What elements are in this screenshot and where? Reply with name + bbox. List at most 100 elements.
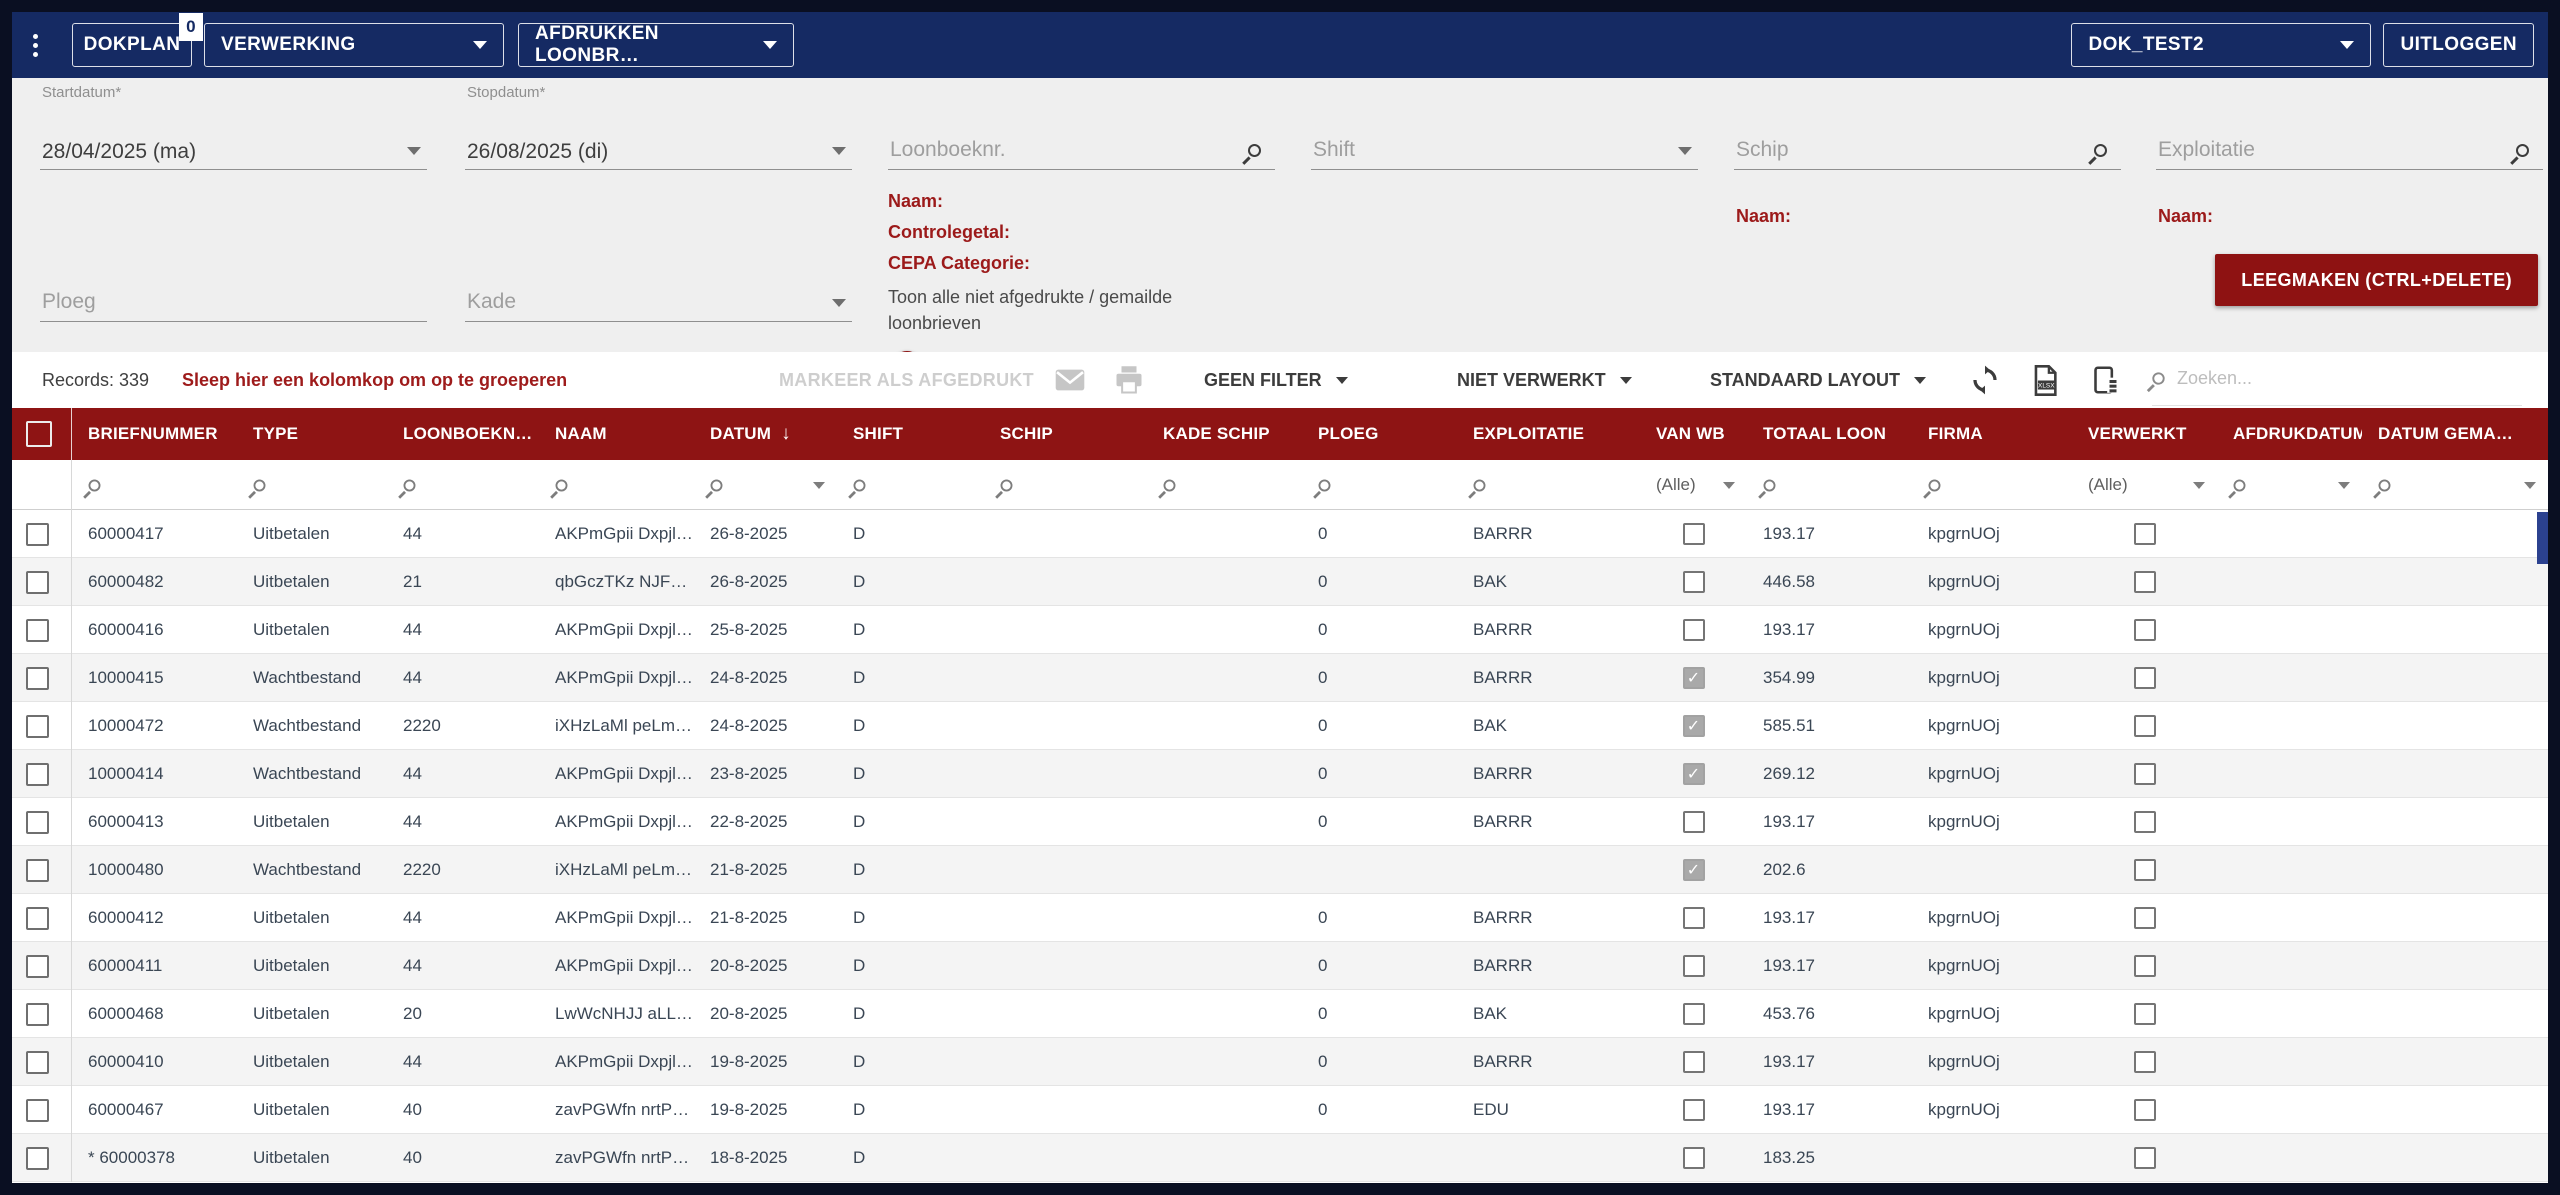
verwerkt-checkbox[interactable] <box>2134 811 2156 833</box>
vertical-scrollbar-thumb[interactable] <box>2537 512 2548 564</box>
shift-field[interactable]: Shift <box>1311 118 1698 170</box>
van_wb-checkbox[interactable] <box>1683 619 1705 641</box>
filter-cell-schip[interactable] <box>984 460 1147 510</box>
column-header-verwerkt[interactable]: VERWERKT <box>2072 424 2217 444</box>
search-icon[interactable] <box>1929 479 1941 491</box>
table-row[interactable]: 60000410Uitbetalen44AKPmGpii Dxpjlj…19-8… <box>12 1038 2548 1086</box>
row-checkbox[interactable] <box>26 907 49 930</box>
search-icon[interactable] <box>1319 479 1331 491</box>
module-dropdown[interactable]: VERWERKING <box>204 23 504 67</box>
table-row[interactable]: 10000414Wachtbestand44AKPmGpii Dxpjlj…23… <box>12 750 2548 798</box>
search-icon[interactable] <box>556 479 568 491</box>
search-icon[interactable] <box>1764 479 1776 491</box>
van_wb-checkbox[interactable] <box>1683 907 1705 929</box>
column-header-shift[interactable]: SHIFT <box>837 424 984 444</box>
search-icon[interactable] <box>1164 479 1176 491</box>
chevron-down-icon[interactable] <box>832 299 846 307</box>
row-checkbox[interactable] <box>26 859 49 882</box>
column-header-datum_gemaild[interactable]: DATUM GEMA… <box>2362 424 2548 444</box>
grid-search-input[interactable] <box>2177 368 2467 389</box>
filter-cell-loonboeknr[interactable] <box>387 460 539 510</box>
van_wb-checkbox[interactable] <box>1683 1051 1705 1073</box>
van_wb-checkbox[interactable] <box>1683 811 1705 833</box>
van_wb-checkbox[interactable]: ✓ <box>1683 715 1705 737</box>
verwerkt-checkbox[interactable] <box>2134 1099 2156 1121</box>
filter-cell-naam[interactable] <box>539 460 694 510</box>
search-icon[interactable] <box>1248 144 1261 157</box>
menu-kebab-icon[interactable] <box>12 34 58 57</box>
search-icon[interactable] <box>854 479 866 491</box>
ploeg-field[interactable]: Ploeg <box>40 270 427 322</box>
table-row[interactable]: 60000412Uitbetalen44AKPmGpii Dxpjlj…21-8… <box>12 894 2548 942</box>
filter-cell-ploeg[interactable] <box>1302 460 1457 510</box>
filter-cell-totaal_loon[interactable] <box>1747 460 1912 510</box>
filter-cell-afdrukdatum[interactable] <box>2217 460 2362 510</box>
column-chooser-icon[interactable] <box>2092 352 2120 408</box>
stopdatum-field[interactable]: Stopdatum* 26/08/2025 (di) <box>465 118 852 170</box>
verwerkt-checkbox[interactable] <box>2134 1051 2156 1073</box>
mark-as-printed-button[interactable]: MARKEER ALS AFGEDRUKT <box>779 352 1034 408</box>
verwerkt-checkbox[interactable] <box>2134 955 2156 977</box>
column-header-totaal_loon[interactable]: TOTAAL LOON <box>1747 424 1912 444</box>
verwerkt-checkbox[interactable] <box>2134 523 2156 545</box>
verwerkt-checkbox[interactable] <box>2134 1147 2156 1169</box>
layout-dropdown[interactable]: STANDAARD LAYOUT <box>1710 352 1926 408</box>
search-icon[interactable] <box>2094 144 2107 157</box>
startdatum-field[interactable]: Startdatum* 28/04/2025 (ma) <box>40 118 427 170</box>
column-header-firma[interactable]: FIRMA <box>1912 424 2072 444</box>
van_wb-checkbox[interactable] <box>1683 1147 1705 1169</box>
verwerkt-checkbox[interactable] <box>2134 1003 2156 1025</box>
row-checkbox[interactable] <box>26 1099 49 1122</box>
column-header-van_wb[interactable]: VAN WB <box>1640 424 1747 444</box>
grid-search[interactable] <box>2152 352 2522 406</box>
chevron-down-icon[interactable] <box>1678 147 1692 155</box>
search-icon[interactable] <box>711 479 723 491</box>
filter-cell-firma[interactable] <box>1912 460 2072 510</box>
column-header-naam[interactable]: NAAM <box>539 424 694 444</box>
van_wb-checkbox[interactable]: ✓ <box>1683 763 1705 785</box>
van_wb-checkbox[interactable]: ✓ <box>1683 667 1705 689</box>
column-header-afdrukdatum[interactable]: AFDRUKDATUM <box>2217 424 2362 444</box>
table-row[interactable]: 60000468Uitbetalen20LwWcNHJJ aLL…20-8-20… <box>12 990 2548 1038</box>
chevron-down-icon[interactable] <box>832 147 846 155</box>
row-checkbox[interactable] <box>26 955 49 978</box>
row-checkbox[interactable] <box>26 571 49 594</box>
filter-cell-verwerkt[interactable]: (Alle) <box>2072 460 2217 510</box>
logout-button[interactable]: UITLOGGEN <box>2383 23 2534 67</box>
row-checkbox[interactable] <box>26 619 49 642</box>
table-row[interactable]: 60000417Uitbetalen44AKPmGpii Dxpjlj…26-8… <box>12 510 2548 558</box>
search-icon[interactable] <box>404 479 416 491</box>
table-row[interactable]: 10000480Wachtbestand2220iXHzLaMl peLm…21… <box>12 846 2548 894</box>
row-checkbox[interactable] <box>26 1003 49 1026</box>
search-icon[interactable] <box>1001 479 1013 491</box>
verwerkt-checkbox[interactable] <box>2134 715 2156 737</box>
verwerkt-checkbox[interactable] <box>2134 859 2156 881</box>
van_wb-checkbox[interactable]: ✓ <box>1683 859 1705 881</box>
chevron-down-icon[interactable] <box>2524 482 2536 489</box>
row-checkbox[interactable] <box>26 667 49 690</box>
row-checkbox[interactable] <box>26 715 49 738</box>
kade-field[interactable]: Kade <box>465 270 852 322</box>
export-xlsx-icon[interactable]: XLSX <box>2032 352 2058 408</box>
filter-cell-datum_gemaild[interactable] <box>2362 460 2548 510</box>
column-header-datum[interactable]: DATUM↓ <box>694 423 837 445</box>
van_wb-checkbox[interactable] <box>1683 523 1705 545</box>
van_wb-checkbox[interactable] <box>1683 1003 1705 1025</box>
exploitatie-field[interactable]: Exploitatie <box>2156 118 2543 170</box>
chevron-down-icon[interactable] <box>813 482 825 489</box>
loonboeknr-field[interactable]: Loonboeknr. <box>888 118 1275 170</box>
column-header-exploitatie[interactable]: EXPLOITATIE <box>1457 424 1640 444</box>
column-header-briefnummer[interactable]: BRIEFNUMMER <box>72 424 237 444</box>
row-checkbox[interactable] <box>26 1051 49 1074</box>
van_wb-checkbox[interactable] <box>1683 955 1705 977</box>
filter-cell-datum[interactable] <box>694 460 837 510</box>
row-checkbox[interactable] <box>26 811 49 834</box>
table-row[interactable]: 60000467Uitbetalen40zavPGWfn nrtP…19-8-2… <box>12 1086 2548 1134</box>
column-header-loonboeknr[interactable]: LOONBOEKN… <box>387 424 539 444</box>
filter-cell-van_wb[interactable]: (Alle) <box>1640 460 1747 510</box>
row-checkbox[interactable] <box>26 1147 49 1170</box>
van_wb-checkbox[interactable] <box>1683 571 1705 593</box>
search-icon[interactable] <box>2516 144 2529 157</box>
column-header-schip[interactable]: SCHIP <box>984 424 1147 444</box>
select-all-checkbox[interactable] <box>26 421 52 447</box>
